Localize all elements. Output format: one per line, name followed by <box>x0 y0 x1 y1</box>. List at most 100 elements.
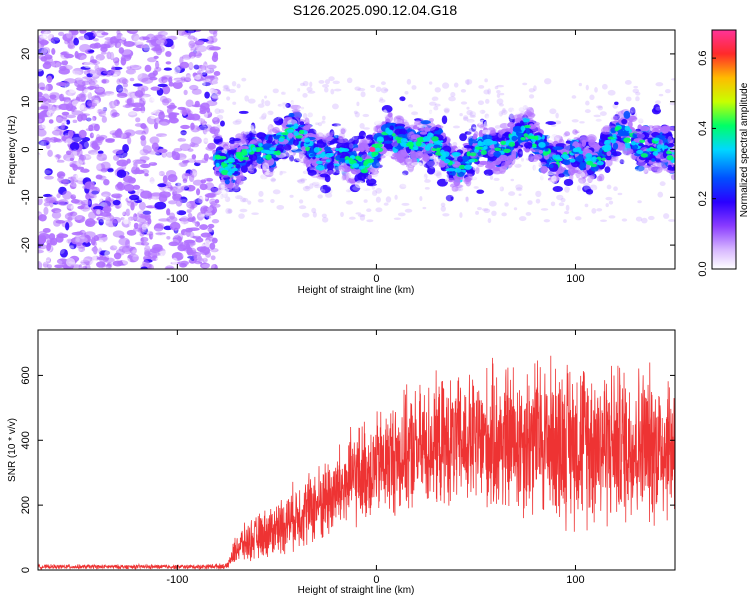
heatmap-cell <box>416 160 426 168</box>
heatmap-cell <box>39 140 47 149</box>
heatmap-cell <box>235 121 242 126</box>
heatmap-cell <box>429 118 434 122</box>
heatmap-cell <box>78 129 87 139</box>
heatmap-cell <box>93 163 102 170</box>
heatmap-cell <box>571 169 579 174</box>
heatmap-cell <box>202 61 208 71</box>
heatmap-cell <box>604 166 611 174</box>
heatmap-cell <box>488 200 497 207</box>
heatmap-cell <box>161 238 169 242</box>
heatmap-cell <box>126 30 139 34</box>
heatmap-cell <box>525 211 532 216</box>
heatmap-cell <box>136 39 148 44</box>
heatmap-cell <box>39 86 45 90</box>
heatmap-cell <box>257 103 265 108</box>
heatmap-cell <box>207 207 213 212</box>
heatmap-cell <box>571 119 579 123</box>
heatmap-cell <box>612 142 619 150</box>
heatmap-cell <box>317 194 323 199</box>
heatmap-cell <box>460 101 468 105</box>
heatmap-cell <box>565 204 570 212</box>
heatmap-cell <box>120 34 127 41</box>
heatmap-cell <box>186 255 195 261</box>
heatmap-cell <box>38 190 49 195</box>
heatmap-cell <box>667 164 672 169</box>
heatmap-cell <box>122 211 127 217</box>
heatmap-cell <box>91 190 100 195</box>
heatmap-cell <box>116 95 127 100</box>
heatmap-cell <box>84 147 93 152</box>
heatmap-cell <box>523 124 531 129</box>
heatmap-cell <box>51 47 56 55</box>
heatmap-cell <box>196 211 204 221</box>
heatmap-cell <box>142 145 152 154</box>
heatmap-cell <box>158 118 171 126</box>
heatmap-cell <box>154 230 165 236</box>
heatmap-cell <box>131 102 144 108</box>
heatmap-cell <box>616 160 624 165</box>
heatmap-cell <box>344 186 349 195</box>
heatmap-cell <box>324 174 331 183</box>
heatmap-cell <box>621 153 628 161</box>
heatmap-cell <box>160 142 167 148</box>
heatmap-cell <box>140 241 150 246</box>
heatmap-cell <box>103 257 115 263</box>
heatmap-cell <box>180 124 191 130</box>
heatmap-cell <box>66 30 73 39</box>
heatmap-cell <box>322 136 329 143</box>
heatmap-cell <box>126 229 137 236</box>
heatmap-cell <box>474 130 479 138</box>
heatmap-cell <box>242 197 249 203</box>
heatmap-cell <box>182 221 188 230</box>
heatmap-cell <box>345 200 354 205</box>
heatmap-cell <box>663 213 670 219</box>
heatmap-cell <box>101 79 107 84</box>
heatmap-cell <box>357 213 366 217</box>
heatmap-cell <box>194 154 206 158</box>
heatmap-cell <box>391 152 403 158</box>
heatmap-cell <box>412 176 418 182</box>
heatmap-cell <box>596 182 602 191</box>
heatmap-cell <box>209 126 220 135</box>
heatmap-cell <box>302 80 309 87</box>
heatmap-cell <box>201 263 211 268</box>
heatmap-cell <box>151 260 161 266</box>
heatmap-cell <box>498 109 503 114</box>
heatmap-cell <box>555 112 559 119</box>
heatmap-cell <box>228 208 233 214</box>
heatmap-cell <box>190 122 195 131</box>
heatmap-cell <box>366 219 374 223</box>
heatmap-cell <box>49 187 59 197</box>
heatmap-cell <box>94 223 104 233</box>
heatmap-cell <box>257 198 264 203</box>
heatmap-cell <box>148 164 161 173</box>
heatmap-cell <box>493 177 500 181</box>
heatmap-cell <box>157 183 167 188</box>
heatmap-cell <box>65 222 70 231</box>
heatmap-cell <box>466 106 470 110</box>
heatmap-cell <box>72 191 83 198</box>
heatmap-cell <box>354 86 361 91</box>
heatmap-cell <box>535 198 541 204</box>
heatmap-cell <box>109 177 117 185</box>
heatmap-cell <box>600 219 608 222</box>
heatmap-cell <box>340 211 344 218</box>
heatmap-cell <box>97 170 107 176</box>
heatmap-cell <box>155 133 168 138</box>
heatmap-cell <box>417 167 425 177</box>
heatmap-cell <box>175 182 182 187</box>
heatmap-cell <box>307 124 312 128</box>
heatmap-cell <box>374 119 383 126</box>
heatmap-cell <box>200 69 207 76</box>
heatmap-cell <box>195 237 204 243</box>
heatmap-cell <box>543 219 551 223</box>
heatmap-cell <box>86 114 94 122</box>
heatmap-cell <box>638 116 650 121</box>
heatmap-cell <box>125 208 131 217</box>
heatmap-cell <box>564 142 571 152</box>
heatmap-cell <box>527 200 533 205</box>
heatmap-cell <box>372 194 377 200</box>
heatmap-cell <box>203 137 209 144</box>
heatmap-cell <box>198 123 208 131</box>
heatmap-cell <box>80 161 86 165</box>
